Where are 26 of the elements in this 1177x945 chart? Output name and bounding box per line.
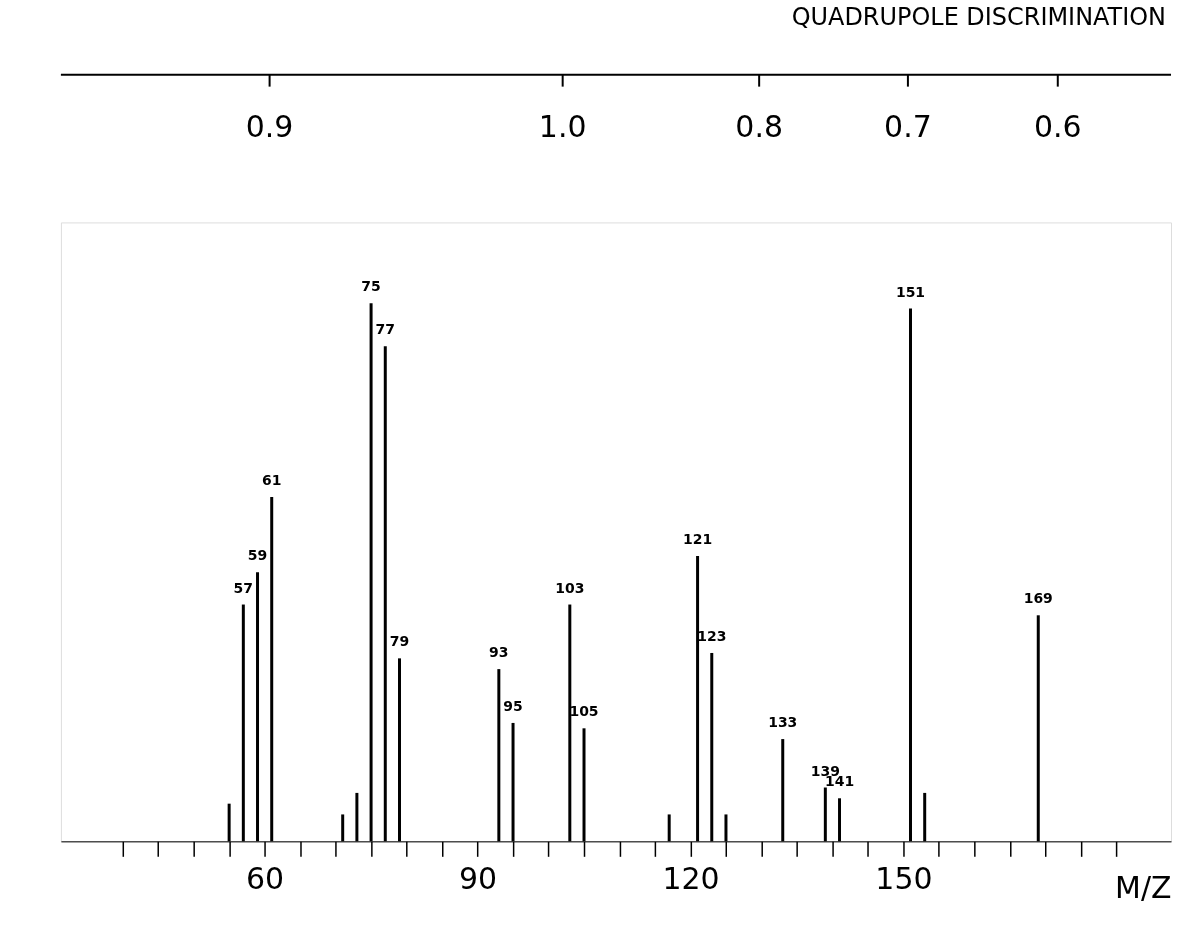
x-tick-label: 90 [458, 860, 498, 896]
annotation: 103 [555, 579, 585, 596]
x-axis-title: M/Z [1115, 869, 1172, 905]
annotation: 123 [697, 627, 727, 644]
annotation: 93 [489, 644, 509, 661]
text: QUADRUPOLE DISCRIMINATION [791, 2, 1167, 31]
annotation: 151 [895, 283, 926, 300]
annotation: 169 [1023, 590, 1053, 607]
annotation: 61 [261, 471, 282, 488]
annotation: 57 [233, 579, 254, 596]
text: 1.0 [538, 108, 587, 144]
annotation: 121 [682, 531, 713, 548]
x-tick-label: 60 [246, 860, 285, 896]
annotation: 95 [503, 697, 523, 714]
annotation: 75 [361, 278, 381, 295]
text: 0.7 [884, 108, 932, 144]
annotation: 105 [569, 703, 599, 720]
annotation: 79 [389, 633, 410, 650]
text: 0.9 [245, 108, 294, 144]
text: 0.6 [1033, 108, 1082, 144]
annotation: 59 [247, 547, 268, 564]
x-tick-label: 120 [662, 860, 720, 896]
annotation: 133 [768, 714, 798, 731]
text: 0.8 [735, 108, 783, 144]
annotation: 77 [375, 321, 396, 338]
x-tick-label: 150 [875, 860, 933, 896]
